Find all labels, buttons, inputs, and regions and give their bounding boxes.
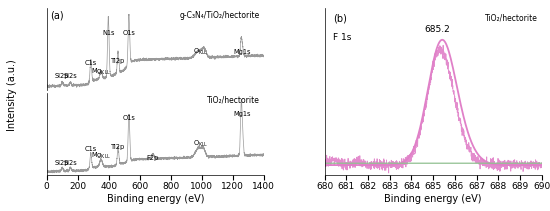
Text: Si2p: Si2p — [54, 73, 69, 79]
Text: Si2p: Si2p — [54, 160, 69, 166]
Text: 685.2: 685.2 — [425, 24, 450, 34]
Text: Si2s: Si2s — [64, 73, 78, 79]
X-axis label: Binding energy (eV): Binding energy (eV) — [384, 194, 482, 204]
Text: Mg1s: Mg1s — [233, 111, 251, 117]
Text: g-C₃N₄/TiO₂/hectorite: g-C₃N₄/TiO₂/hectorite — [179, 11, 260, 20]
Text: Si2s: Si2s — [64, 160, 78, 166]
Text: C1s: C1s — [85, 60, 97, 66]
Text: Intensity (a.u.): Intensity (a.u.) — [7, 59, 16, 131]
Text: C1s: C1s — [85, 146, 97, 151]
Text: Ti2p: Ti2p — [111, 58, 125, 64]
Text: TiO₂/hectorite: TiO₂/hectorite — [485, 14, 537, 22]
Text: O1s: O1s — [123, 115, 135, 121]
X-axis label: Binding energy (eV): Binding energy (eV) — [107, 194, 204, 204]
Text: (a): (a) — [50, 11, 64, 21]
Text: Ti2p: Ti2p — [111, 144, 125, 150]
Text: Mg1s: Mg1s — [233, 49, 251, 55]
Text: (b): (b) — [333, 14, 347, 23]
Text: O$_\mathrm{KLL}$: O$_\mathrm{KLL}$ — [192, 138, 208, 149]
Text: O1s: O1s — [123, 30, 135, 37]
Text: TiO₂/hectorite: TiO₂/hectorite — [207, 96, 260, 105]
Text: F 1s: F 1s — [333, 33, 351, 42]
Text: N1s: N1s — [102, 30, 114, 37]
Text: F2p: F2p — [147, 155, 159, 161]
Text: O$_\mathrm{KLL}$: O$_\mathrm{KLL}$ — [192, 47, 208, 57]
Text: Mg$_\mathrm{KLL}$: Mg$_\mathrm{KLL}$ — [91, 151, 112, 161]
Text: Mg$_\mathrm{KLL}$: Mg$_\mathrm{KLL}$ — [91, 66, 112, 77]
